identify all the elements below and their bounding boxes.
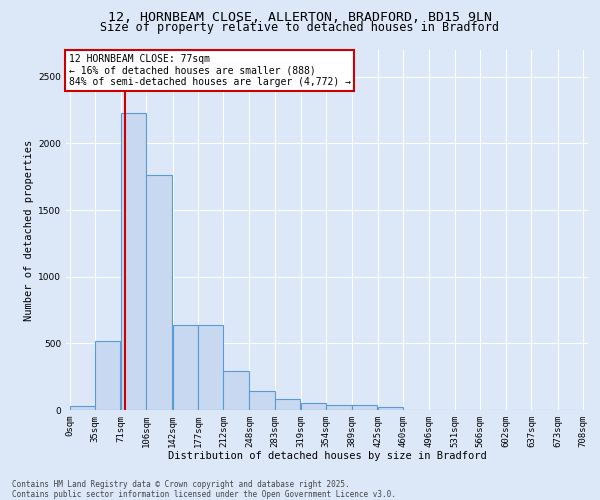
Bar — [352, 404, 377, 410]
Bar — [378, 408, 403, 410]
Text: Size of property relative to detached houses in Bradford: Size of property relative to detached ho… — [101, 22, 499, 35]
Bar — [173, 324, 198, 410]
Text: Contains HM Land Registry data © Crown copyright and database right 2025.
Contai: Contains HM Land Registry data © Crown c… — [12, 480, 396, 499]
Bar — [301, 402, 326, 410]
Bar — [326, 404, 352, 410]
Bar — [70, 406, 95, 410]
Text: 12, HORNBEAM CLOSE, ALLERTON, BRADFORD, BD15 9LN: 12, HORNBEAM CLOSE, ALLERTON, BRADFORD, … — [108, 11, 492, 24]
X-axis label: Distribution of detached houses by size in Bradford: Distribution of detached houses by size … — [167, 452, 487, 462]
Bar — [121, 112, 146, 410]
Bar — [198, 324, 223, 410]
Bar — [146, 176, 172, 410]
Y-axis label: Number of detached properties: Number of detached properties — [24, 140, 34, 320]
Bar — [223, 370, 249, 410]
Bar — [250, 390, 275, 410]
Text: 12 HORNBEAM CLOSE: 77sqm
← 16% of detached houses are smaller (888)
84% of semi-: 12 HORNBEAM CLOSE: 77sqm ← 16% of detach… — [68, 54, 350, 87]
Bar — [95, 340, 121, 410]
Bar — [275, 400, 300, 410]
